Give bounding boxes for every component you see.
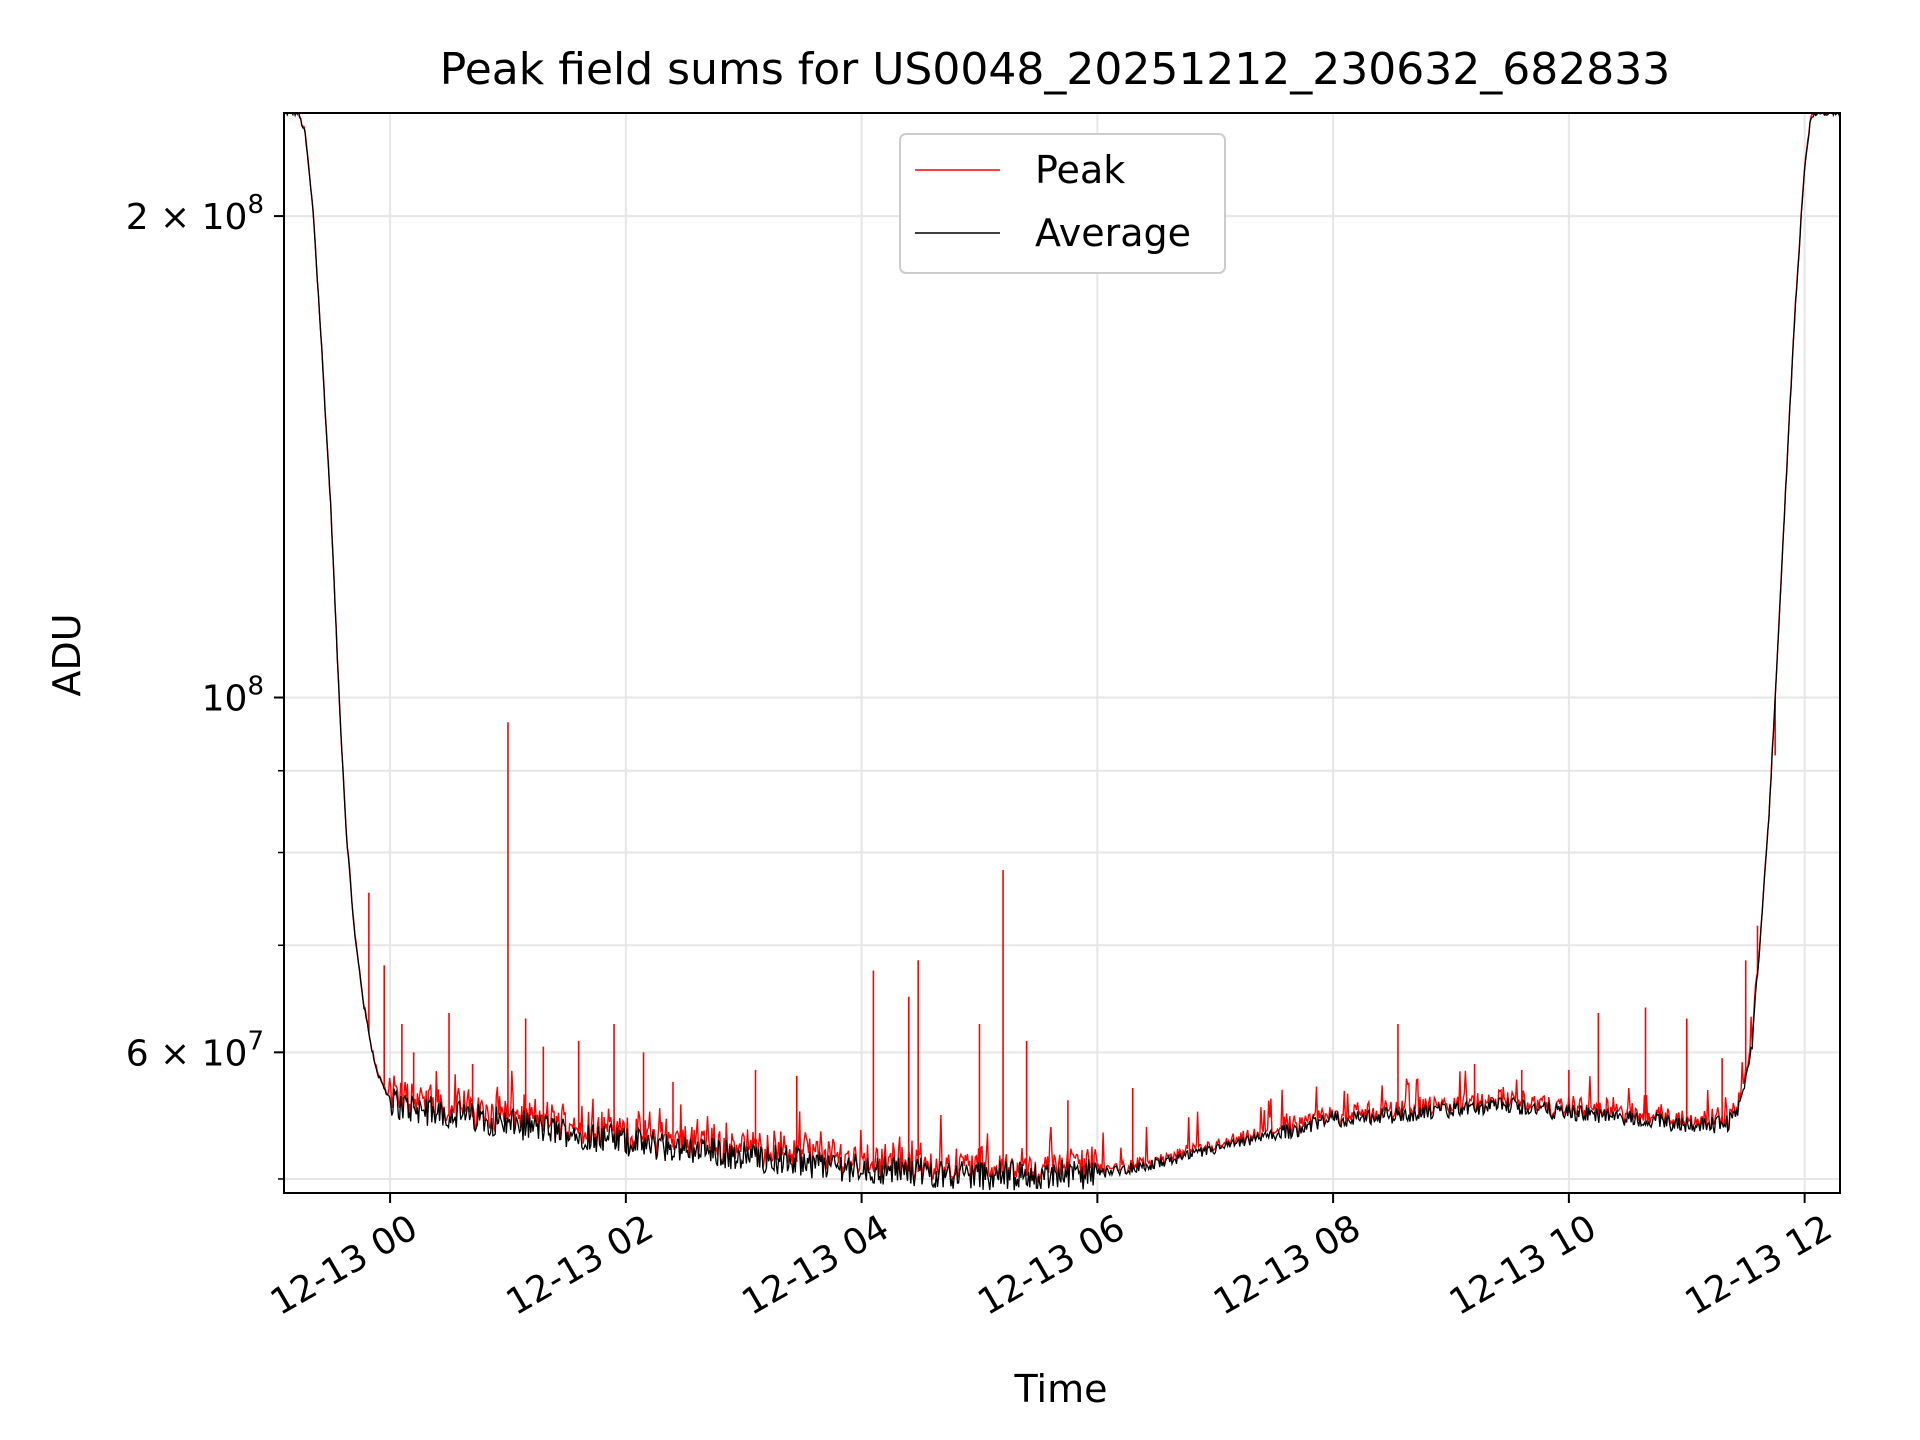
series-average (285, 113, 1840, 1191)
y-axis-label: ADU (45, 613, 89, 696)
average-line (285, 113, 1840, 1191)
series-layer (285, 113, 1840, 1191)
series-peak (287, 113, 1840, 1188)
y-tick-label: 2 × 108 (126, 190, 264, 238)
legend-box (899, 133, 1226, 274)
legend-label-peak: Peak (1035, 148, 1125, 192)
legend-label-average: Average (1035, 211, 1191, 255)
plot-frame (283, 112, 1841, 1194)
legend: Peak Average (899, 133, 1226, 274)
chart-title: Peak field sums for US0048_20251212_2306… (440, 44, 1670, 95)
y-tick-label: 108 (202, 672, 264, 720)
x-axis-label: Time (1014, 1367, 1108, 1411)
y-tick-label: 6 × 107 (126, 1026, 264, 1074)
peak-line (287, 113, 1840, 1188)
